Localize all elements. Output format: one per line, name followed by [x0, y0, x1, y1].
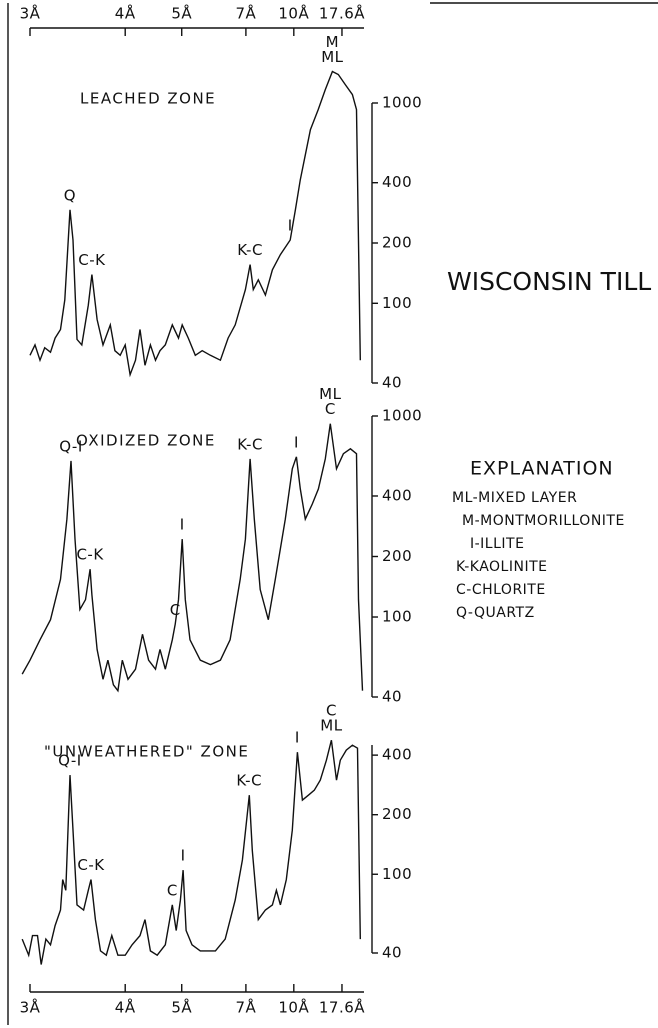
x-tick-label: 3Å [20, 4, 41, 23]
panel-title: OXIDIZED ZONE [76, 432, 216, 450]
panel-title: LEACHED ZONE [80, 90, 216, 108]
peak-label: C-K [77, 856, 105, 874]
peak-label: K-C [237, 435, 263, 453]
explanation-item: I-ILLITE [470, 536, 524, 552]
x-tick-label: 3Å [20, 998, 41, 1017]
explanation-item: K-KAOLINITE [456, 559, 547, 575]
explanation-title: EXPLANATION [470, 458, 614, 480]
peak-label: Q-I [58, 752, 82, 770]
y-tick-label: 200 [382, 234, 412, 252]
peak-label: C [170, 601, 181, 619]
peak-label: C-K [76, 546, 104, 564]
x-tick-label: 4Å [115, 998, 136, 1017]
explanation-item: ML-MIXED LAYER [452, 490, 577, 506]
x-tick-label: 7Å [235, 4, 256, 23]
peak-label: I [294, 433, 299, 451]
peak-label: I [180, 516, 185, 534]
xrd-trace [21, 423, 364, 693]
y-tick-label: 100 [382, 294, 412, 312]
peak-label: Q-I [59, 437, 83, 455]
y-tick-label: 40 [382, 688, 402, 706]
x-tick-label: 7Å [235, 998, 256, 1017]
xrd-trace [29, 70, 361, 378]
y-tick-label: 1000 [382, 407, 422, 425]
peak-label: K-C [236, 772, 262, 790]
x-tick-label: 10Å [278, 4, 309, 23]
x-tick-label: 5Å [171, 998, 192, 1017]
x-tick-label: 17.6Å [319, 998, 365, 1017]
y-tick-label: 100 [382, 608, 412, 626]
x-tick-label: 5Å [171, 4, 192, 23]
explanation-item: Q-QUARTZ [456, 605, 535, 621]
peak-label: C [326, 702, 337, 720]
y-tick-label: 200 [382, 805, 412, 823]
y-tick-label: 400 [382, 173, 412, 191]
y-tick-label: 40 [382, 374, 402, 392]
peak-label: ML [320, 717, 342, 735]
y-tick-label: 1000 [382, 94, 422, 112]
peak-label: I [295, 729, 300, 747]
x-tick-label: 10Å [278, 998, 309, 1017]
y-tick-label: 100 [382, 865, 412, 883]
explanation-item: C-CHLORITE [456, 582, 546, 598]
y-tick-label: 400 [382, 486, 412, 504]
peak-label: C-K [78, 251, 106, 269]
panel-title: "UNWEATHERED" ZONE [44, 743, 249, 761]
peak-label: C [325, 400, 336, 418]
explanation-item: M-MONTMORILLONITE [462, 513, 625, 529]
peak-label: ML [321, 48, 343, 66]
peak-label: M [326, 33, 339, 51]
x-tick-label: 4Å [115, 4, 136, 23]
y-tick-label: 40 [382, 944, 402, 962]
x-tick-label: 17.6Å [319, 4, 365, 23]
peak-label: C [167, 881, 178, 899]
y-tick-label: 400 [382, 746, 412, 764]
y-tick-label: 200 [382, 547, 412, 565]
peak-label: ML [319, 385, 341, 403]
xrd-trace [21, 740, 361, 965]
figure-title: WISCONSIN TILL [447, 267, 651, 296]
peak-label: I [288, 217, 293, 235]
peak-label: I [181, 847, 186, 865]
peak-label: K-C [237, 241, 263, 259]
peak-label: Q [64, 186, 76, 204]
